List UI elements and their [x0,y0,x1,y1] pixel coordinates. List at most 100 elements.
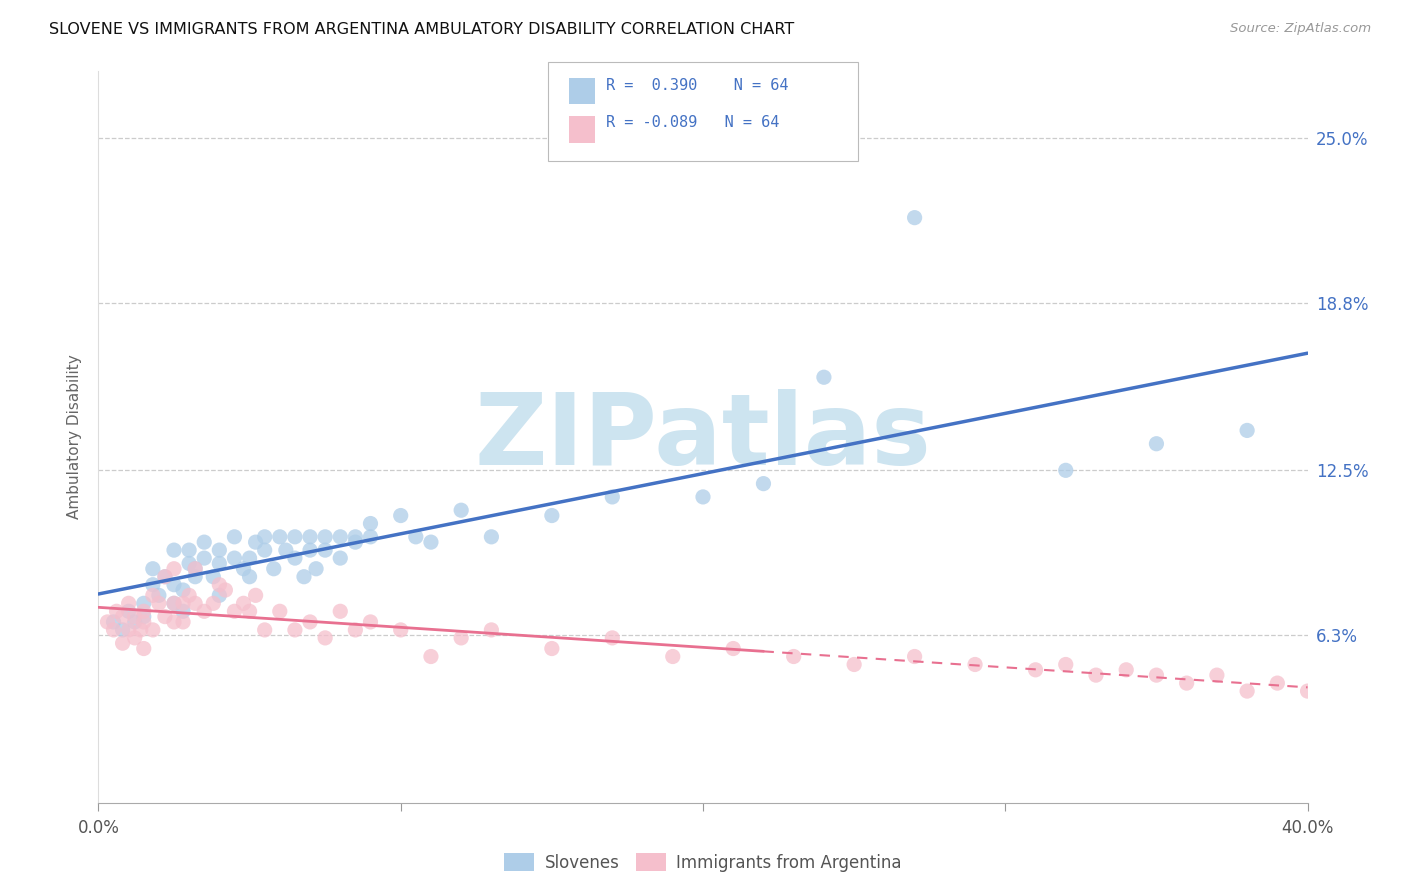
Point [481,530,503,544]
Point [172,615,194,629]
Point [172,604,194,618]
Point [783,649,806,664]
Point [314,530,336,544]
Text: R = -0.089   N = 64: R = -0.089 N = 64 [606,115,779,130]
Point [314,543,336,558]
Point [184,562,207,576]
Point [124,609,146,624]
Point [1267,676,1289,690]
Point [184,596,207,610]
Point [193,551,215,566]
Point [111,623,134,637]
Point [245,535,267,549]
Point [163,577,186,591]
Point [111,636,134,650]
Point [224,530,246,544]
Point [172,596,194,610]
Text: ZIPatlas: ZIPatlas [475,389,931,485]
Point [253,530,276,544]
Point [344,623,367,637]
Point [329,604,352,618]
Point [253,543,276,558]
Point [202,570,225,584]
Point [420,649,443,664]
Point [752,476,775,491]
Point [124,615,146,629]
Point [1024,663,1046,677]
Legend: Slovenes, Immigrants from Argentina: Slovenes, Immigrants from Argentina [498,847,908,879]
Point [263,562,285,576]
Point [179,557,201,571]
Point [1144,668,1167,682]
Point [1115,663,1137,677]
Point [299,615,322,629]
Point [299,530,322,544]
Point [389,623,412,637]
Text: Source: ZipAtlas.com: Source: ZipAtlas.com [1230,22,1371,36]
Point [224,551,246,566]
Point [253,623,276,637]
Point [232,562,254,576]
Point [118,604,141,618]
Point [184,570,207,584]
Point [153,570,176,584]
Point [284,530,307,544]
Point [1236,424,1258,438]
Point [661,649,683,664]
Point [193,604,215,618]
Point [269,530,291,544]
Point [208,577,231,591]
Point [153,609,176,624]
Point [111,609,134,624]
Point [163,562,186,576]
Point [540,641,562,656]
Point [239,551,262,566]
Point [132,641,155,656]
Point [329,551,352,566]
Point [844,657,866,672]
Point [284,551,307,566]
Point [360,615,382,629]
Point [103,623,125,637]
Point [132,609,155,624]
Point [360,530,382,544]
Point [692,490,714,504]
Point [148,588,170,602]
Point [420,535,443,549]
Point [184,562,207,576]
Point [450,503,472,517]
Point [602,631,624,645]
Point [1054,463,1077,477]
Point [179,588,201,602]
Point [153,570,176,584]
Point [163,596,186,610]
Point [245,588,267,602]
Text: SLOVENE VS IMMIGRANTS FROM ARGENTINA AMBULATORY DISABILITY CORRELATION CHART: SLOVENE VS IMMIGRANTS FROM ARGENTINA AMB… [49,22,794,37]
Point [163,543,186,558]
Text: R =  0.390    N = 64: R = 0.390 N = 64 [606,78,789,93]
Point [163,596,186,610]
Point [344,530,367,544]
Point [813,370,835,384]
Point [118,596,141,610]
Point [305,562,328,576]
Point [284,623,307,637]
Point [224,604,246,618]
Point [269,604,291,618]
Point [1296,684,1319,698]
Point [193,535,215,549]
Point [118,623,141,637]
Point [344,535,367,549]
Point [540,508,562,523]
Point [208,543,231,558]
Point [214,582,236,597]
Point [723,641,745,656]
Point [103,615,125,629]
Point [314,631,336,645]
Point [274,543,297,558]
Point [179,543,201,558]
Point [132,615,155,629]
Point [239,570,262,584]
Point [1085,668,1108,682]
Point [360,516,382,531]
